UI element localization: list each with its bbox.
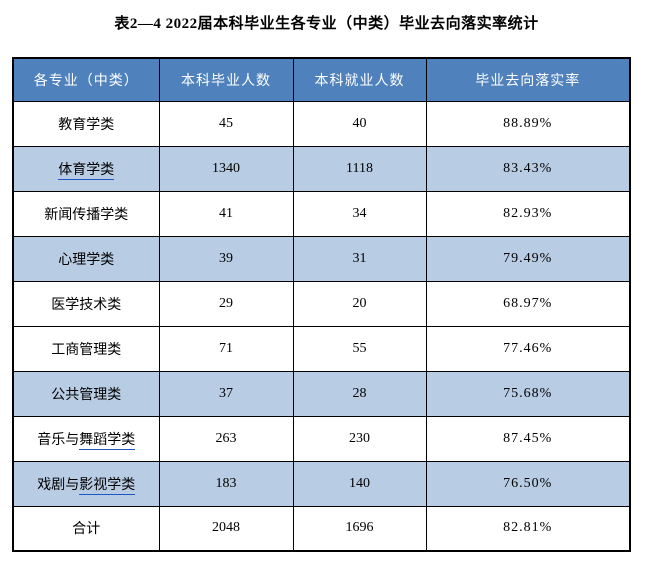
major-text: 工商管理类 xyxy=(51,342,122,358)
major-text: 心理学类 xyxy=(58,252,115,268)
table-row: 体育学类 1340 1118 83.43% xyxy=(12,145,631,192)
cell-graduates: 71 xyxy=(158,325,294,372)
col-header-graduates: 本科毕业人数 xyxy=(158,57,294,102)
cell-employed: 230 xyxy=(292,415,427,462)
table-row: 心理学类 39 31 79.49% xyxy=(12,235,631,282)
cell-rate: 88.89% xyxy=(425,100,631,147)
cell-major: 新闻传播学类 xyxy=(12,190,160,237)
cell-major: 戏剧与影视学类 xyxy=(12,460,160,507)
cell-employed: 140 xyxy=(292,460,427,507)
cell-graduates: 37 xyxy=(158,370,294,417)
major-text: 教育学类 xyxy=(58,117,115,133)
cell-major: 教育学类 xyxy=(12,100,160,147)
cell-graduates: 1340 xyxy=(158,145,294,192)
cell-employed: 28 xyxy=(292,370,427,417)
table-row: 音乐与舞蹈学类 263 230 87.45% xyxy=(12,415,631,462)
cell-graduates: 29 xyxy=(158,280,294,327)
cell-rate: 76.50% xyxy=(425,460,631,507)
cell-major: 体育学类 xyxy=(12,145,160,192)
cell-rate: 75.68% xyxy=(425,370,631,417)
cell-major: 合计 xyxy=(12,505,160,552)
cell-rate: 68.97% xyxy=(425,280,631,327)
cell-employed: 31 xyxy=(292,235,427,282)
cell-major: 心理学类 xyxy=(12,235,160,282)
cell-rate: 87.45% xyxy=(425,415,631,462)
cell-rate: 83.43% xyxy=(425,145,631,192)
table-caption: 表2—4 2022届本科毕业生各专业（中类）毕业去向落实率统计 xyxy=(114,16,539,32)
col-header-rate: 毕业去向落实率 xyxy=(425,57,631,102)
table-row: 公共管理类 37 28 75.68% xyxy=(12,370,631,417)
major-link[interactable]: 体育学类 xyxy=(58,162,115,180)
cell-rate: 77.46% xyxy=(425,325,631,372)
major-text: 合计 xyxy=(72,522,101,538)
cell-major: 公共管理类 xyxy=(12,370,160,417)
cell-employed: 34 xyxy=(292,190,427,237)
employment-rate-table: 各专业（中类） 本科毕业人数 本科就业人数 毕业去向落实率 教育学类 45 40… xyxy=(12,57,631,552)
major-text: 医学技术类 xyxy=(51,297,122,313)
table-row: 新闻传播学类 41 34 82.93% xyxy=(12,190,631,237)
cell-employed: 1696 xyxy=(292,505,427,552)
major-text: 公共管理类 xyxy=(51,387,122,403)
cell-rate: 82.93% xyxy=(425,190,631,237)
major-text: 音乐与 xyxy=(37,432,80,448)
cell-employed: 1118 xyxy=(292,145,427,192)
cell-graduates: 41 xyxy=(158,190,294,237)
cell-employed: 20 xyxy=(292,280,427,327)
cell-graduates: 45 xyxy=(158,100,294,147)
col-header-major: 各专业（中类） xyxy=(12,57,160,102)
cell-graduates: 183 xyxy=(158,460,294,507)
cell-employed: 40 xyxy=(292,100,427,147)
cell-major: 工商管理类 xyxy=(12,325,160,372)
cell-graduates: 2048 xyxy=(158,505,294,552)
cell-graduates: 39 xyxy=(158,235,294,282)
header-row: 各专业（中类） 本科毕业人数 本科就业人数 毕业去向落实率 xyxy=(12,57,631,102)
table-row: 戏剧与影视学类 183 140 76.50% xyxy=(12,460,631,507)
table-row-total: 合计 2048 1696 82.81% xyxy=(12,505,631,552)
major-link[interactable]: 影视学类 xyxy=(79,477,136,495)
cell-major: 医学技术类 xyxy=(12,280,160,327)
col-header-employed: 本科就业人数 xyxy=(292,57,427,102)
cell-major: 音乐与舞蹈学类 xyxy=(12,415,160,462)
cell-graduates: 263 xyxy=(158,415,294,462)
table-row: 教育学类 45 40 88.89% xyxy=(12,100,631,147)
document-page: 表2—4 2022届本科毕业生各专业（中类）毕业去向落实率统计 各专业（中类） … xyxy=(0,14,653,552)
major-text: 新闻传播学类 xyxy=(44,207,129,223)
table-row: 医学技术类 29 20 68.97% xyxy=(12,280,631,327)
table-row: 工商管理类 71 55 77.46% xyxy=(12,325,631,372)
major-text: 戏剧与 xyxy=(37,477,80,493)
cell-rate: 79.49% xyxy=(425,235,631,282)
major-link[interactable]: 舞蹈学类 xyxy=(79,432,136,450)
cell-rate: 82.81% xyxy=(425,505,631,552)
cell-employed: 55 xyxy=(292,325,427,372)
